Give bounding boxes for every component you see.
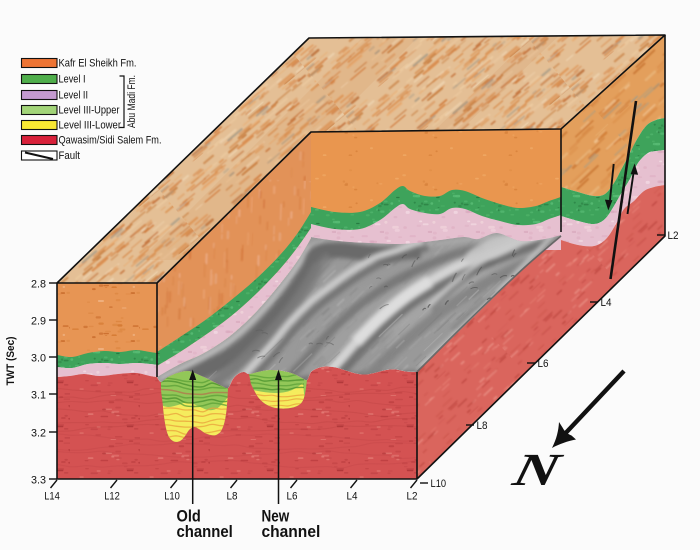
svg-text:L8: L8: [227, 491, 238, 503]
svg-text:L10: L10: [164, 491, 180, 503]
svg-text:L4: L4: [347, 491, 358, 503]
svg-text:Level II: Level II: [59, 90, 89, 102]
svg-text:channel: channel: [262, 522, 321, 541]
svg-text:3.2: 3.2: [31, 428, 46, 440]
svg-text:Level I: Level I: [59, 74, 86, 86]
svg-text:Kafr El Sheikh Fm.: Kafr El Sheikh Fm.: [59, 58, 137, 70]
svg-text:Level III-Lower: Level III-Lower: [59, 120, 122, 132]
svg-text:New: New: [262, 507, 290, 526]
svg-text:3.3: 3.3: [31, 475, 46, 487]
svg-text:2.9: 2.9: [31, 316, 46, 328]
svg-text:Fault: Fault: [59, 150, 81, 162]
svg-text:L6: L6: [287, 491, 298, 503]
svg-text:L2: L2: [407, 491, 418, 503]
svg-text:L4: L4: [601, 297, 612, 309]
svg-text:TWT (Sec): TWT (Sec): [5, 336, 17, 385]
svg-text:3.0: 3.0: [31, 353, 46, 365]
svg-text:2.8: 2.8: [31, 279, 46, 291]
svg-text:3.1: 3.1: [31, 390, 46, 402]
svg-text:Abu Madi Fm.: Abu Madi Fm.: [126, 75, 138, 128]
svg-text:L14: L14: [44, 491, 60, 503]
svg-text:L2: L2: [668, 230, 679, 242]
svg-text:Old: Old: [177, 507, 201, 526]
svg-text:Level III-Upper: Level III-Upper: [59, 105, 120, 117]
svg-text:L8: L8: [477, 420, 488, 432]
svg-text:channel: channel: [177, 522, 233, 541]
svg-text:L10: L10: [431, 478, 447, 490]
svg-text:L6: L6: [538, 358, 549, 370]
svg-text:Qawasim/Sidi Salem Fm.: Qawasim/Sidi Salem Fm.: [59, 135, 162, 147]
svg-text:L12: L12: [104, 491, 120, 503]
